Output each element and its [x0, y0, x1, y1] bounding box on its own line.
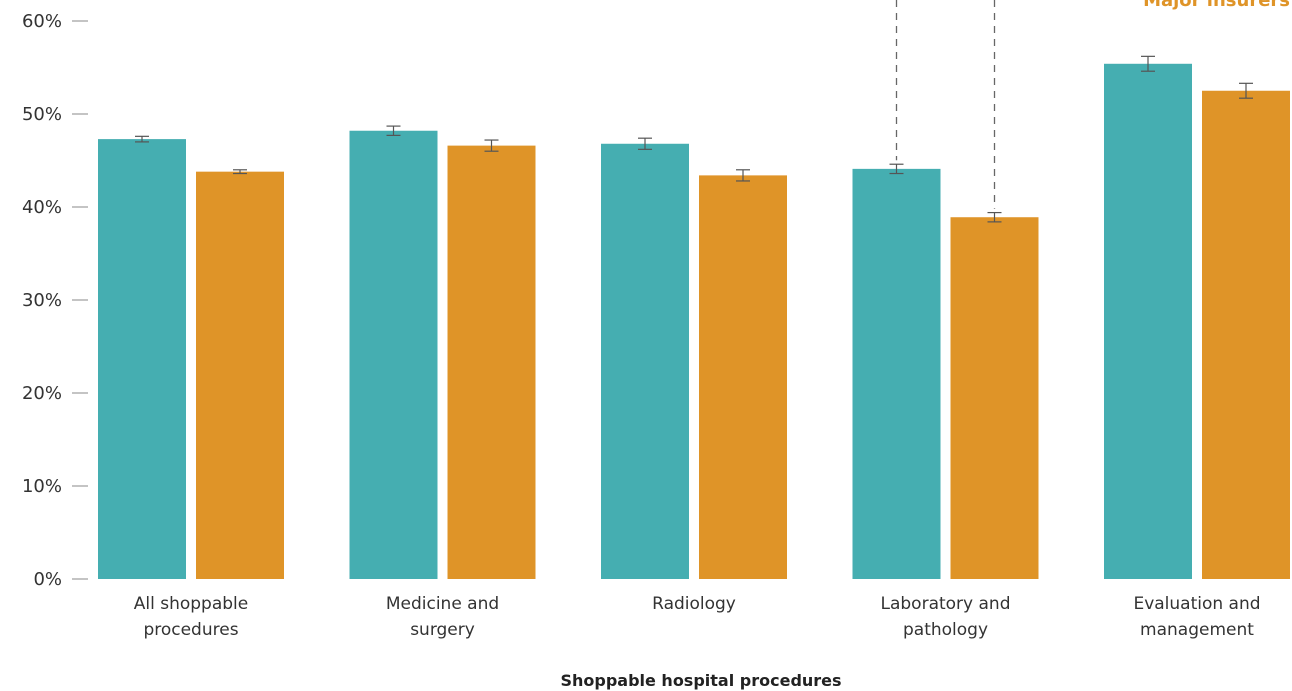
bar-major-insurers-3	[950, 217, 1039, 580]
error-bar	[1239, 82, 1253, 99]
annotation-bracket	[895, 0, 996, 209]
error-bar	[987, 211, 1002, 223]
error-bars	[135, 55, 1253, 223]
error-bar	[889, 163, 904, 175]
x-category-label: Radiology	[652, 594, 736, 614]
y-tick-label: 0%	[33, 569, 62, 590]
error-bar	[135, 135, 149, 143]
bar-major-insurers-1	[447, 145, 536, 579]
x-axis-title: Shoppable hospital procedures	[560, 671, 841, 690]
error-bar	[1141, 55, 1155, 72]
y-tick-label: 20%	[22, 383, 62, 404]
y-tick-label: 50%	[22, 104, 62, 125]
error-bar	[638, 137, 652, 150]
error-bar	[736, 169, 750, 182]
bars	[98, 63, 1290, 580]
y-tick-label: 40%	[22, 197, 62, 218]
x-category-label: Evaluation and management	[1133, 594, 1260, 640]
error-bar	[233, 169, 247, 175]
y-tick-label: 60%	[22, 11, 62, 32]
x-category-label: Laboratory and pathology	[881, 594, 1011, 640]
x-category-label: All shoppable procedures	[134, 594, 248, 640]
y-tick-label: 10%	[22, 476, 62, 497]
legend-label-major-insurers: Major insurers	[1143, 0, 1290, 11]
bar-major-insurers-4	[1202, 90, 1290, 579]
bar-series-1-2	[601, 143, 689, 579]
bar-series-1-3	[852, 168, 941, 579]
x-category-label: Medicine and surgery	[386, 594, 499, 640]
x-axis-labels: All shoppable procedures Medicine and surge…	[134, 594, 1261, 640]
error-bar	[386, 125, 401, 136]
bar-major-insurers-2	[699, 175, 787, 579]
bar-series-1-4	[1104, 63, 1192, 579]
bar-series-1-0	[98, 139, 186, 580]
y-tick-label: 30%	[22, 290, 62, 311]
error-bar	[484, 139, 499, 152]
bar-series-1-1	[349, 130, 438, 580]
y-axis: 0% 10% 20% 30% 40% 50% 60%	[22, 11, 88, 590]
bar-major-insurers-0	[196, 171, 284, 579]
